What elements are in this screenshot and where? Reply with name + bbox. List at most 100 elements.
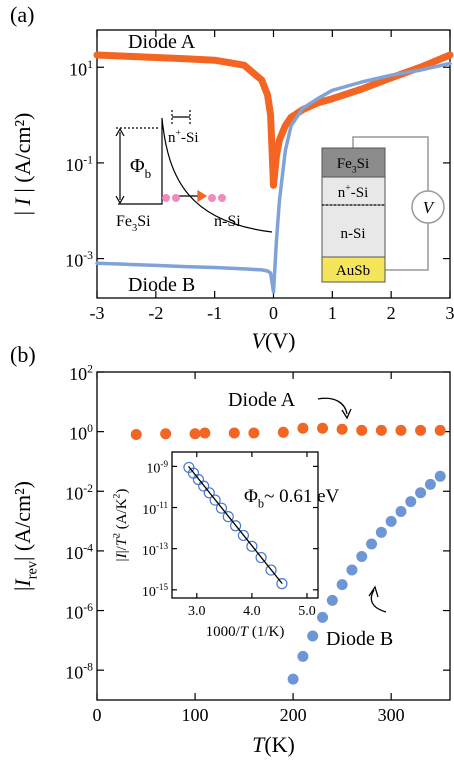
series-label: Diode B [128, 274, 195, 296]
text-part: I [10, 578, 35, 588]
data-point [255, 551, 267, 564]
data-point [385, 515, 397, 527]
text-part: ) [114, 489, 130, 494]
data-point [395, 424, 407, 436]
text-part: b [258, 497, 264, 511]
band-label: Φb [130, 155, 151, 181]
text-part: 3 [352, 165, 357, 176]
data-point [287, 673, 299, 685]
layer [321, 256, 386, 283]
data-point [366, 538, 378, 550]
data-point [198, 480, 210, 492]
data-point [434, 470, 446, 482]
y-tick-label: 10-2 [65, 482, 93, 504]
x-axis-label: T(K) [252, 732, 295, 757]
data-point [222, 511, 234, 523]
x-tick-label: 100 [182, 705, 209, 725]
layer-label: n-Si [340, 226, 365, 242]
voltmeter [411, 190, 445, 224]
y-tick-label: 10-9 [146, 459, 168, 477]
data-point [276, 578, 288, 590]
text-part: Si [357, 156, 370, 172]
x-tick-label: 0 [93, 705, 102, 725]
text-part: n [168, 130, 176, 146]
text-part: (A/K [114, 498, 130, 533]
data-point [375, 526, 387, 538]
text-part: -6 [83, 601, 93, 614]
data-point [405, 496, 417, 508]
data-point [326, 594, 338, 606]
text-part: 1 [87, 58, 93, 71]
text-part: T [240, 624, 250, 640]
data-point [395, 505, 407, 517]
text-part: V [423, 198, 436, 217]
y-tick-label: 10-8 [65, 661, 93, 683]
band-diagram [115, 110, 273, 233]
text-part: I [114, 552, 130, 559]
layer-label: Fe3Si [337, 156, 369, 176]
data-point [415, 487, 427, 499]
text-part: 10 [69, 59, 87, 79]
text-part: | [10, 587, 35, 591]
text-part: -13 [156, 541, 169, 551]
text-part: |/ [114, 545, 130, 553]
text-part: -Si [181, 130, 199, 146]
electron [218, 194, 226, 202]
text-part: | (A/cm²) [10, 113, 35, 199]
data-point [356, 424, 368, 436]
data-point [228, 427, 240, 439]
data-line [95, 61, 452, 294]
text-part: | [114, 558, 130, 561]
y-tick-label: 10-11 [142, 500, 168, 518]
data-point [297, 422, 309, 434]
data-point [356, 550, 368, 562]
y-tick-label: 100 [69, 422, 93, 444]
y-tick-label: 101 [69, 58, 93, 80]
series-label: Diode A [128, 31, 196, 53]
text-part: -3 [83, 249, 93, 262]
text-part: 2 [112, 533, 123, 538]
x-tick-label: -1 [207, 303, 222, 323]
data-point [424, 478, 436, 490]
fit-line [188, 465, 283, 585]
band-label: n+-Si [168, 128, 199, 146]
data-point [336, 579, 348, 591]
y-tick-label: 10-6 [65, 601, 93, 623]
text-part: T [252, 732, 266, 757]
text-part: -9 [160, 459, 168, 469]
data-point [307, 630, 319, 642]
text-part: 10 [65, 662, 83, 682]
wire [352, 136, 429, 271]
text-part: | (A/cm²) [10, 481, 35, 561]
annotation-arrow [370, 589, 387, 613]
text-part: -Si [351, 185, 369, 201]
data-point [246, 540, 258, 552]
plot-frame [96, 371, 451, 701]
data-point [209, 494, 221, 506]
inset-annotation: Φb~ 0.61 eV [244, 486, 340, 511]
x-tick-label: 200 [280, 705, 307, 725]
x-tick-label: 0 [269, 303, 278, 323]
data-point [199, 427, 211, 439]
band-label: Fe3Si [116, 213, 151, 234]
data-point [237, 529, 250, 542]
text-part: 2 [87, 363, 93, 376]
data-point [265, 564, 277, 576]
text-part: -4 [83, 541, 93, 554]
electron [172, 194, 180, 202]
y-tick-label: 10-1 [65, 153, 93, 175]
text-part: (V) [265, 328, 296, 353]
series-label: Diode A [228, 389, 296, 411]
text-part: 1000/ [206, 624, 241, 640]
device-stack [321, 136, 445, 283]
panel-label: (a) [10, 2, 34, 27]
text-part: -1 [83, 153, 93, 166]
text-part: Si [137, 213, 151, 230]
text-part: n [338, 185, 346, 201]
y-tick-label: 10-13 [142, 541, 169, 559]
text-part: I [10, 196, 35, 206]
x-tick-label: 3.0 [188, 604, 206, 619]
layer-label: n+-Si [338, 183, 369, 201]
data-point [317, 422, 329, 434]
